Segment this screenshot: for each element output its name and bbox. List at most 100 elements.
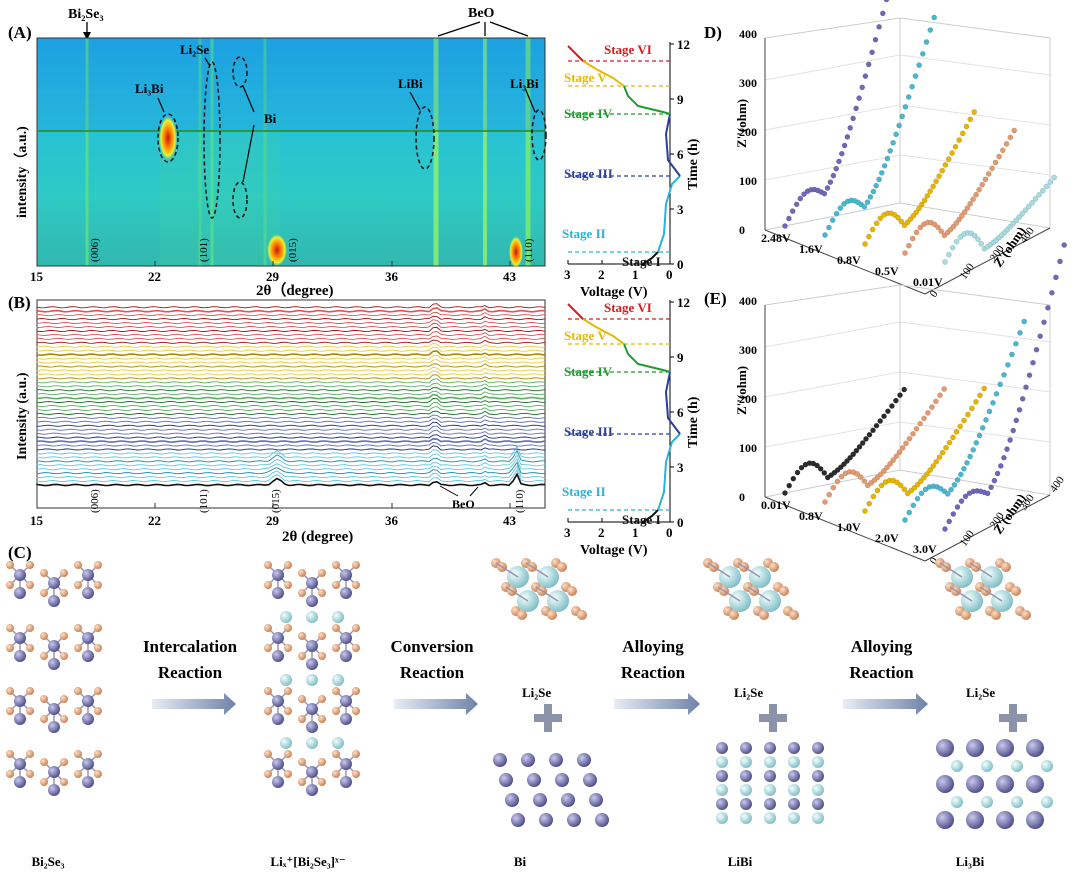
bi-atom bbox=[48, 640, 60, 652]
voltage-curve-segment bbox=[664, 371, 681, 435]
eis-data-point bbox=[1005, 361, 1011, 368]
bond bbox=[495, 562, 519, 578]
se-atom bbox=[318, 632, 326, 640]
li-atom bbox=[951, 760, 963, 772]
se-atom bbox=[298, 758, 306, 766]
stage-label: Stage VI bbox=[604, 300, 652, 315]
eis-data-point bbox=[952, 143, 959, 150]
li-atom bbox=[716, 756, 728, 768]
se-atom bbox=[284, 750, 292, 758]
heatmap-xlabel: 2θ（degree) bbox=[256, 281, 334, 299]
eis-data-point bbox=[933, 458, 940, 465]
se-atom bbox=[6, 581, 14, 589]
eis-data-point bbox=[936, 454, 943, 461]
se-atom bbox=[332, 561, 340, 569]
panel-label-a: (A) bbox=[8, 23, 32, 42]
stage-label: Stage II bbox=[562, 484, 606, 499]
eis-data-point bbox=[943, 444, 949, 451]
eis-z-tick: 300 bbox=[739, 76, 757, 90]
xrd-pattern-line bbox=[36, 464, 546, 479]
voltage-curve-segment bbox=[582, 318, 625, 345]
bi-circle-bottom bbox=[232, 181, 248, 219]
bi-atom bbox=[14, 695, 26, 707]
heatmap-background bbox=[37, 38, 545, 266]
eis-x-tick: 0 bbox=[928, 288, 941, 300]
voltage-tick-label: 2 bbox=[598, 525, 605, 540]
eis-data-point bbox=[841, 142, 848, 149]
eis-data-point bbox=[913, 425, 920, 432]
bi-atom bbox=[14, 758, 26, 770]
eis-data-point bbox=[841, 201, 847, 207]
eis-z-tick: 200 bbox=[739, 125, 757, 139]
eis-data-point bbox=[909, 235, 916, 242]
se-atom bbox=[332, 644, 340, 652]
eis-data-point bbox=[976, 186, 982, 193]
se-atom bbox=[26, 581, 34, 589]
li-atom bbox=[981, 796, 993, 808]
eis-data-point bbox=[859, 440, 866, 446]
eis-data-point bbox=[836, 158, 842, 165]
eis-data-point bbox=[989, 165, 995, 172]
eis-data-point bbox=[881, 468, 887, 474]
bi-atom bbox=[740, 798, 752, 810]
eis-z-tick: 0 bbox=[739, 490, 745, 504]
eis-data-point bbox=[942, 162, 949, 168]
se-atom bbox=[557, 562, 567, 572]
li-atom bbox=[1011, 760, 1023, 772]
peak-110-hotspot bbox=[509, 236, 523, 268]
eis-data-point bbox=[1016, 214, 1022, 220]
eis-data-point bbox=[1001, 454, 1007, 461]
voltage-profile-b: 3 2 1 0 Voltage (V) 0 3 6 9 12 Time (h) Stage VI Sta… bbox=[562, 295, 701, 558]
stage-label: Stage III bbox=[564, 424, 613, 439]
eis-data-point bbox=[861, 478, 868, 484]
li-atom bbox=[788, 756, 800, 768]
eis-grid bbox=[764, 321, 901, 348]
bi-atom bbox=[966, 811, 984, 829]
bi-atom bbox=[555, 773, 569, 787]
se-atom bbox=[74, 687, 82, 695]
se-atom bbox=[284, 770, 292, 778]
eis-data-point bbox=[883, 0, 890, 3]
x-tick-label: 43 bbox=[503, 513, 517, 528]
se-atom bbox=[40, 758, 48, 766]
eis-data-point bbox=[912, 73, 919, 79]
eis-data-point bbox=[896, 449, 903, 455]
se-atom bbox=[332, 581, 340, 589]
bi-atom bbox=[82, 650, 94, 662]
bi-atom bbox=[812, 770, 824, 782]
heatmap-streak bbox=[263, 38, 267, 266]
se-atom bbox=[318, 652, 326, 660]
eis-data-point bbox=[850, 451, 857, 458]
se-atom bbox=[332, 707, 340, 715]
time-tick-label: 9 bbox=[677, 350, 684, 365]
se-atom bbox=[352, 581, 360, 589]
eis-data-point bbox=[874, 487, 881, 494]
eis-data-point bbox=[935, 224, 941, 231]
bi-atom bbox=[340, 713, 352, 725]
hkl-110: (110) bbox=[523, 238, 535, 262]
eis-data-point bbox=[877, 418, 884, 424]
se-atom bbox=[759, 610, 769, 620]
se-atom bbox=[74, 581, 82, 589]
reaction-arrow bbox=[614, 693, 700, 715]
bi-atom bbox=[1026, 739, 1044, 757]
eis-z-tick: 400 bbox=[739, 27, 757, 41]
xrd-pattern-line bbox=[36, 378, 546, 384]
heatmap-streak bbox=[525, 38, 531, 266]
eis-voltage-tick: 3.0V bbox=[913, 542, 937, 556]
eis-x-tick: 100 bbox=[958, 528, 978, 549]
eis-data-point bbox=[1017, 329, 1023, 336]
se-atom bbox=[60, 758, 68, 766]
xrd-pattern-line bbox=[36, 468, 546, 483]
li2se-product-label: Li₂Se bbox=[734, 685, 763, 700]
eis-data-point bbox=[867, 194, 874, 200]
voltage-curve-segment bbox=[657, 175, 681, 253]
se-atom bbox=[961, 610, 971, 620]
bi-atom bbox=[48, 721, 60, 733]
eis-data-point bbox=[1013, 417, 1020, 424]
eis-grid bbox=[764, 104, 901, 131]
bi-atom bbox=[306, 766, 318, 778]
xrd-pattern-line bbox=[36, 445, 546, 451]
bi-atom bbox=[788, 798, 800, 810]
eis-data-point bbox=[899, 444, 906, 451]
